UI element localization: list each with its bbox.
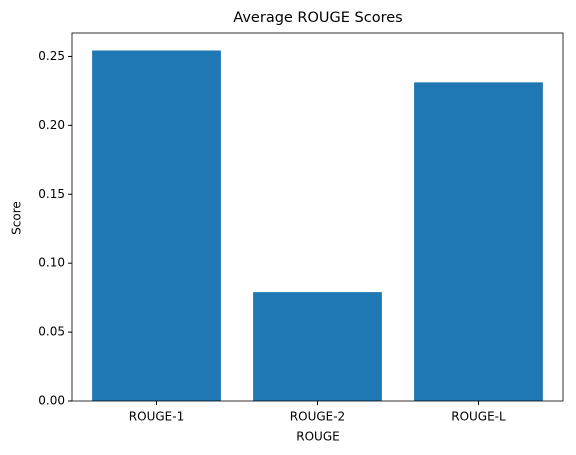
x-tick-label: ROUGE-1 — [129, 410, 184, 424]
plot-frame — [71, 32, 564, 402]
x-tick-label: ROUGE-2 — [290, 410, 345, 424]
x-axis-label: ROUGE — [296, 430, 339, 444]
bar — [414, 82, 543, 402]
x-tick-label: ROUGE-L — [451, 410, 506, 424]
y-tick-label: 0.20 — [38, 118, 65, 132]
y-tick-label: 0.15 — [38, 187, 65, 201]
bar — [253, 292, 382, 401]
chart-title: Average ROUGE Scores — [233, 10, 402, 26]
y-tick-label: 0.25 — [38, 49, 65, 63]
y-axis-label: Score — [10, 201, 24, 235]
bar — [92, 50, 221, 401]
y-tick-label: 0.10 — [38, 256, 65, 270]
y-tick-label: 0.00 — [38, 394, 65, 408]
y-tick-label: 0.05 — [38, 325, 65, 339]
